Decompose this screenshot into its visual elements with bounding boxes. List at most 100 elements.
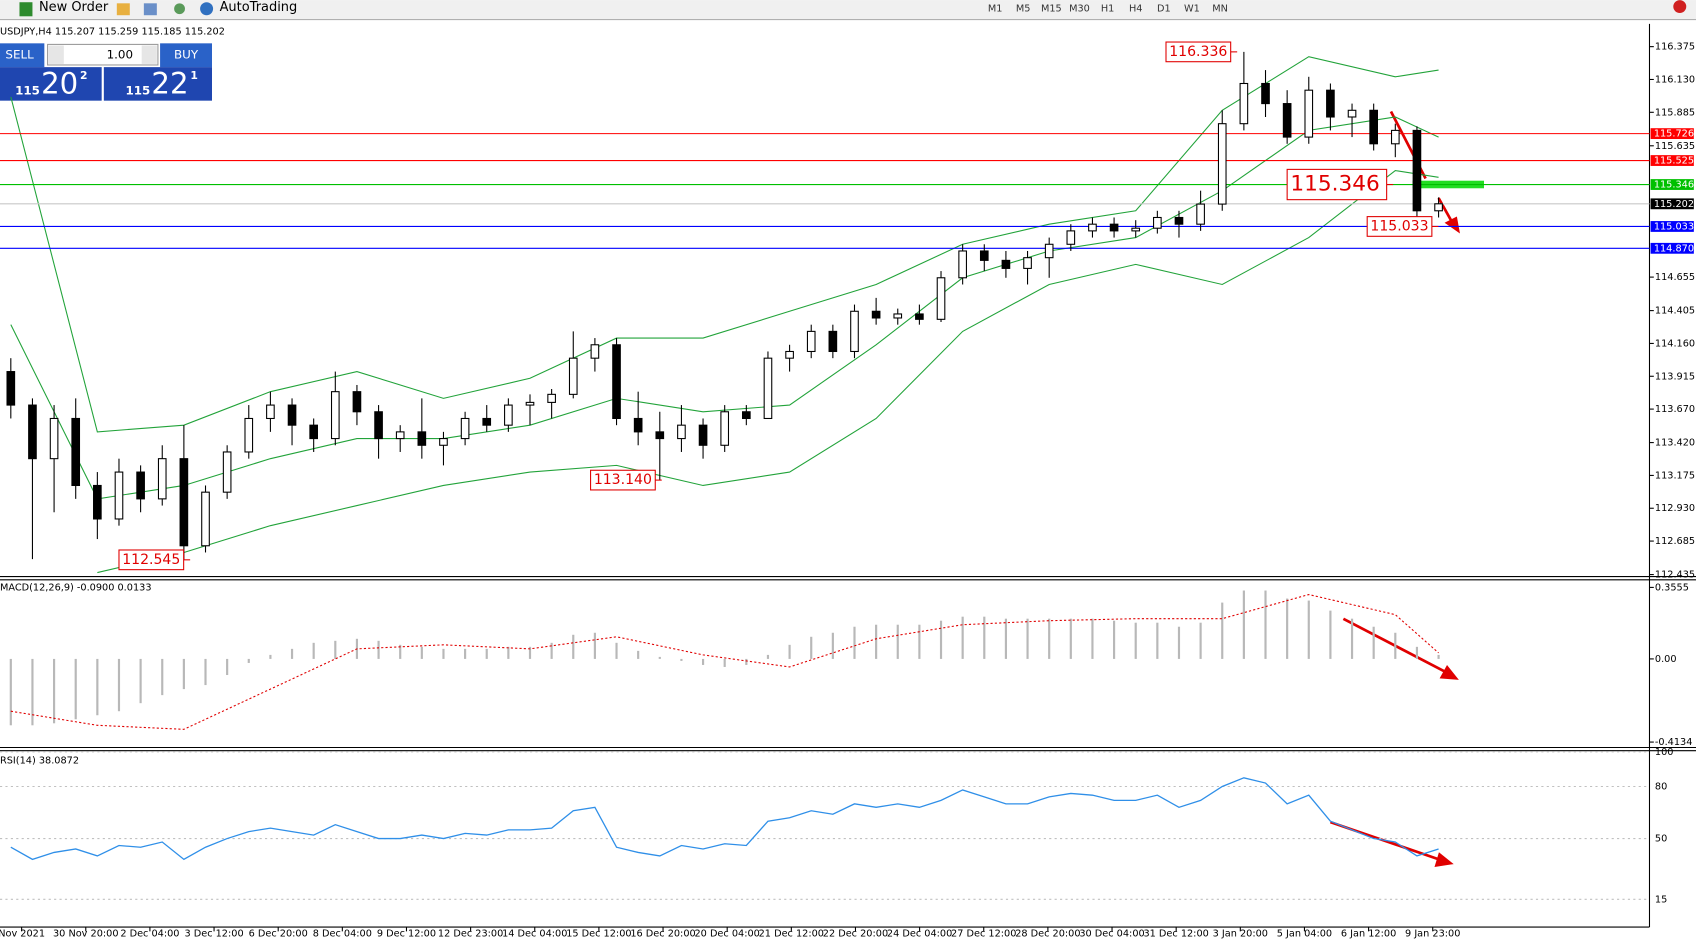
macd-bar	[1134, 622, 1137, 659]
candle-body	[504, 404, 513, 426]
timeframe-button[interactable]: M5	[1016, 4, 1031, 15]
lot-down[interactable]	[48, 45, 64, 64]
sell-price-box[interactable]	[0, 67, 102, 101]
macd-bar	[593, 632, 596, 659]
macd-bar	[572, 634, 575, 659]
y-tick-label: 100	[1655, 747, 1674, 758]
x-tick-label: 9 Jan 23:00	[1405, 929, 1460, 939]
x-tick-label: 28 Dec 20:00	[1015, 929, 1080, 939]
macd-bar	[1048, 618, 1051, 659]
price-tag	[1650, 155, 1694, 166]
y-tick-label: 112.685	[1655, 536, 1695, 547]
candle-body	[915, 313, 924, 320]
macd-bar	[701, 658, 705, 665]
new-order-button[interactable]: New Order	[19, 0, 109, 17]
y-tick-label: 114.405	[1655, 306, 1695, 317]
candle-body	[71, 417, 81, 487]
x-tick-label: 6 Dec 20:00	[249, 929, 308, 939]
price-annotation: 113.140	[594, 472, 652, 488]
timeframe-button[interactable]: D1	[1157, 4, 1171, 15]
macd-bar	[766, 654, 770, 659]
candle-body	[1066, 230, 1076, 245]
candle-body	[460, 417, 470, 440]
buy-price-box[interactable]	[103, 67, 212, 101]
candle-body	[1153, 216, 1162, 229]
autotrading-button[interactable]: AutoTrading	[200, 0, 297, 16]
timeframe-button[interactable]: H4	[1129, 4, 1143, 15]
candle-body	[1196, 203, 1205, 225]
candle-body	[568, 357, 578, 395]
candle-body	[6, 371, 16, 406]
timeframe-button[interactable]: W1	[1184, 4, 1200, 15]
rsi-label: RSI(14) 38.0872	[0, 755, 79, 766]
lot-input[interactable]	[47, 43, 159, 66]
macd-bar	[831, 632, 834, 659]
macd-bar	[507, 646, 510, 659]
x-tick-label: 24 Dec 04:00	[887, 929, 952, 939]
icon[interactable]	[174, 3, 185, 15]
macd-bar	[1156, 622, 1159, 659]
candle-body	[49, 417, 59, 460]
y-tick-label: 113.175	[1655, 470, 1695, 481]
candle-body	[1347, 109, 1357, 118]
sell-label: SELL	[5, 48, 34, 62]
x-tick-label: 27 Dec 12:00	[951, 929, 1016, 939]
macd-bar	[117, 658, 121, 712]
x-tick-label: 6 Jan 12:00	[1341, 929, 1396, 939]
lot-value: 1.00	[107, 48, 133, 62]
macd-bar	[96, 658, 99, 716]
candle-body	[547, 393, 556, 403]
x-tick-label: 30 Nov 20:00	[53, 929, 119, 939]
macd-bar	[31, 658, 34, 726]
price-tag	[1650, 179, 1694, 190]
candle-body	[871, 310, 881, 319]
sell-button[interactable]	[0, 43, 45, 68]
macd-bar	[204, 658, 207, 686]
x-tick-label: 20 Dec 04:00	[694, 929, 759, 939]
candle-body	[93, 484, 102, 520]
y-tick-label: 112.930	[1655, 503, 1695, 514]
candle-body	[1217, 123, 1227, 205]
macd-bar	[983, 616, 986, 659]
timeframe-button[interactable]: H1	[1101, 4, 1115, 15]
icon[interactable]	[116, 3, 130, 16]
macd-bar	[550, 642, 553, 659]
macd-bar	[247, 658, 250, 663]
x-tick-label: 31 Dec 12:00	[1143, 929, 1208, 939]
timeframe-button[interactable]: M1	[988, 4, 1003, 15]
frames	[0, 23, 1696, 928]
candle-body	[1239, 82, 1249, 125]
macd-bar	[399, 644, 402, 659]
lot-up[interactable]	[141, 45, 157, 64]
candle-body	[1369, 109, 1378, 145]
macd-bar	[1199, 622, 1202, 659]
timeframe-button[interactable]: M15	[1041, 4, 1062, 15]
price-annotation: 115.346	[1290, 172, 1379, 197]
candle-body	[1044, 243, 1054, 259]
macd-bar	[1264, 590, 1267, 659]
macd-bar	[680, 658, 683, 661]
macd-bar	[788, 644, 791, 659]
candle-body	[201, 491, 210, 547]
bollinger-upper	[10, 56, 1439, 433]
candle-body	[1304, 89, 1314, 138]
rsi-line	[10, 777, 1439, 861]
icon	[19, 2, 33, 17]
candle-body	[633, 417, 643, 433]
macd-bar	[658, 656, 661, 659]
macd-bar	[290, 648, 294, 659]
macd-bar	[1350, 618, 1354, 659]
alert-icon[interactable]	[1673, 0, 1687, 14]
candle-body	[179, 458, 189, 547]
macd-bar	[1004, 618, 1007, 659]
one-click-panel: SELL 1.00 BUY 115 20 2 115 22 1	[0, 43, 212, 101]
candle-body	[742, 411, 751, 420]
y-tick-label: 116.130	[1655, 74, 1695, 85]
macd-bar	[464, 648, 467, 659]
macd-bar	[615, 642, 618, 659]
icon[interactable]	[143, 3, 157, 16]
buy-button[interactable]	[160, 43, 212, 68]
timeframe-button[interactable]: M30	[1069, 4, 1090, 15]
y-tick-label: 114.160	[1655, 338, 1695, 349]
timeframe-button[interactable]: MN	[1212, 4, 1228, 15]
